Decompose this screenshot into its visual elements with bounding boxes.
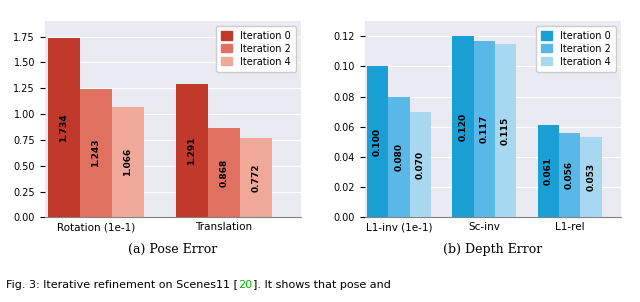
Text: 0.056: 0.056 bbox=[565, 161, 574, 189]
Bar bbox=[176, 84, 208, 217]
Text: 1.291: 1.291 bbox=[188, 137, 196, 165]
Bar bbox=[410, 112, 431, 217]
Legend: Iteration 0, Iteration 2, Iteration 4: Iteration 0, Iteration 2, Iteration 4 bbox=[536, 26, 616, 72]
Bar bbox=[388, 97, 410, 217]
Text: (a) Pose Error: (a) Pose Error bbox=[128, 243, 218, 256]
Text: 0.120: 0.120 bbox=[458, 113, 467, 141]
Bar bbox=[112, 107, 144, 217]
Bar bbox=[474, 41, 495, 217]
Bar bbox=[367, 66, 388, 217]
Bar bbox=[559, 133, 580, 217]
Text: 1.734: 1.734 bbox=[60, 114, 68, 142]
Bar bbox=[580, 137, 602, 217]
Text: 0.061: 0.061 bbox=[544, 157, 553, 185]
Text: 0.772: 0.772 bbox=[252, 163, 260, 192]
Text: 0.868: 0.868 bbox=[220, 159, 228, 187]
Text: 0.115: 0.115 bbox=[501, 117, 510, 145]
Bar bbox=[48, 38, 80, 217]
Bar bbox=[452, 36, 474, 217]
Bar bbox=[240, 138, 272, 217]
Text: 20: 20 bbox=[239, 280, 253, 290]
Legend: Iteration 0, Iteration 2, Iteration 4: Iteration 0, Iteration 2, Iteration 4 bbox=[216, 26, 296, 72]
Text: 0.070: 0.070 bbox=[416, 150, 425, 179]
Bar bbox=[208, 128, 240, 217]
Text: 1.066: 1.066 bbox=[124, 148, 132, 176]
Text: (b) Depth Error: (b) Depth Error bbox=[443, 243, 543, 256]
Text: ]. It shows that pose and: ]. It shows that pose and bbox=[253, 280, 390, 290]
Text: Fig. 3: Iterative refinement on Scenes11 [: Fig. 3: Iterative refinement on Scenes11… bbox=[6, 280, 239, 290]
Text: 0.053: 0.053 bbox=[586, 163, 595, 191]
Bar bbox=[538, 125, 559, 217]
Bar bbox=[495, 44, 516, 217]
Text: 0.117: 0.117 bbox=[480, 115, 489, 143]
Text: 0.100: 0.100 bbox=[373, 128, 382, 156]
Bar bbox=[80, 89, 112, 217]
Text: 1.243: 1.243 bbox=[92, 139, 100, 168]
Text: 0.080: 0.080 bbox=[394, 143, 403, 171]
